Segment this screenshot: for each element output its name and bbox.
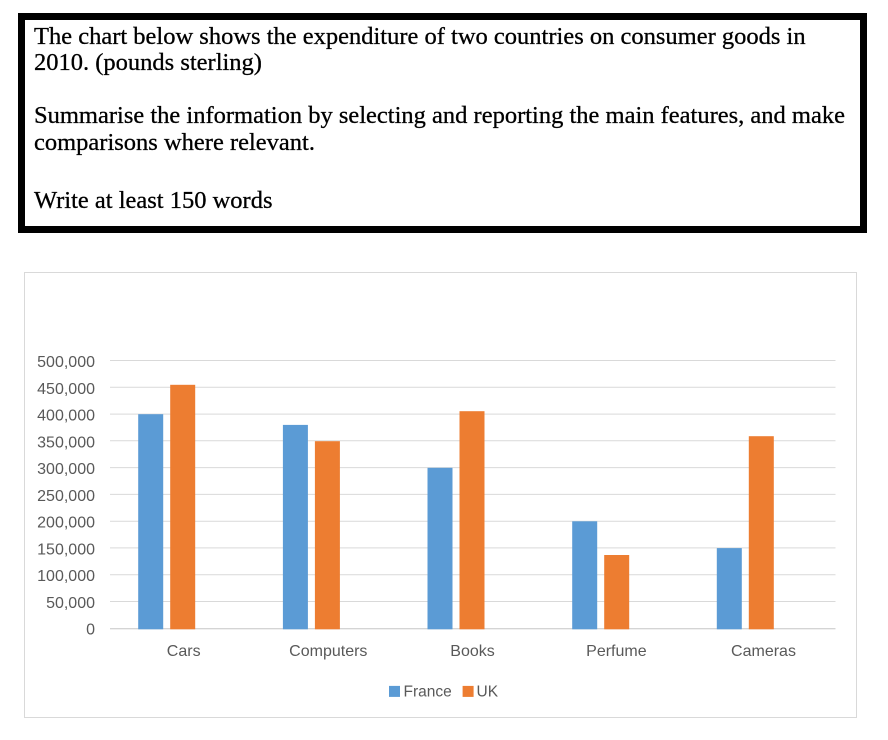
- svg-text:200,000: 200,000: [37, 515, 95, 532]
- svg-text:Cameras: Cameras: [731, 643, 796, 660]
- svg-text:France: France: [404, 684, 452, 701]
- svg-text:300,000: 300,000: [37, 461, 95, 478]
- svg-text:100,000: 100,000: [37, 568, 95, 585]
- svg-text:450,000: 450,000: [37, 381, 95, 398]
- svg-text:UK: UK: [477, 684, 499, 701]
- svg-text:500,000: 500,000: [37, 354, 95, 371]
- svg-text:Computers: Computers: [289, 643, 367, 660]
- svg-text:400,000: 400,000: [37, 408, 95, 425]
- svg-text:Perfume: Perfume: [586, 643, 647, 660]
- svg-text:150,000: 150,000: [37, 541, 95, 558]
- svg-text:350,000: 350,000: [37, 434, 95, 451]
- svg-text:50,000: 50,000: [46, 595, 95, 612]
- svg-text:Cars: Cars: [167, 643, 201, 660]
- svg-text:0: 0: [86, 622, 95, 639]
- svg-text:Books: Books: [450, 643, 494, 660]
- svg-text:250,000: 250,000: [37, 488, 95, 505]
